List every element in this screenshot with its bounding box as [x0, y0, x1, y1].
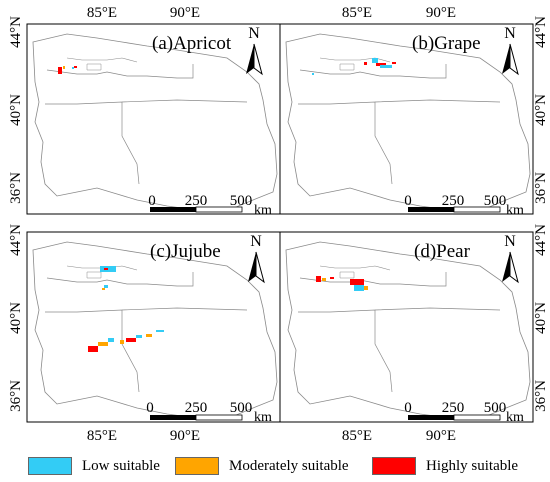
suitability-patches [316, 276, 368, 291]
legend-label-moderate: Moderately suitable [229, 457, 349, 474]
north-label: N [248, 25, 260, 42]
panel-frame [279, 231, 534, 423]
lon-label-top-right-85: 85°E [342, 5, 372, 21]
panel-grape: (b)Grape N 0 250 500 km [279, 23, 534, 218]
axis-labels: 85°E 90°E 85°E 90°E 85°E 90°E 85°E 90°E … [8, 5, 549, 444]
lon-label-top-left-90: 90°E [170, 5, 200, 21]
lon-label-bottom-left-85: 85°E [87, 428, 117, 444]
legend-item-high: Highly suitable [372, 456, 518, 476]
lat-label-left-36: 36°N [8, 380, 24, 412]
suitability-patches [88, 266, 164, 352]
scale-tick-500: 500 [230, 193, 253, 209]
north-label: N [250, 233, 262, 250]
scale-unit: km [254, 410, 272, 425]
suitability-patches [312, 58, 396, 75]
north-label: N [504, 233, 516, 250]
legend-item-low: Low suitable [28, 456, 160, 476]
scale-tick-250: 250 [442, 193, 465, 209]
panel-jujube: (c)Jujube N 0 250 500 km [26, 231, 281, 425]
legend-swatch-high [372, 457, 416, 475]
lat-label-left-40: 40°N [8, 302, 24, 334]
north-label: N [504, 25, 516, 42]
lat-label-right-36: 36°N [533, 380, 549, 412]
scale-tick-500: 500 [230, 400, 253, 416]
scale-tick-500: 500 [484, 193, 507, 209]
lon-label-top-left-85: 85°E [87, 5, 117, 21]
lat-label-left-40: 40°N [8, 94, 24, 126]
scale-unit: km [506, 410, 524, 425]
scale-tick-0: 0 [404, 400, 412, 416]
suitability-patches [58, 66, 77, 74]
panel-title: (b)Grape [412, 33, 481, 54]
scale-unit: km [254, 203, 272, 218]
legend-label-low: Low suitable [82, 457, 160, 474]
lon-label-bottom-right-85: 85°E [342, 428, 372, 444]
lon-label-bottom-left-90: 90°E [170, 428, 200, 444]
lat-label-right-40: 40°N [533, 94, 549, 126]
legend-item-moderate: Moderately suitable [175, 456, 349, 476]
lat-label-right-44: 44°N [533, 16, 549, 48]
scale-tick-0: 0 [148, 193, 156, 209]
scale-tick-500: 500 [484, 400, 507, 416]
panel-title: (d)Pear [414, 241, 471, 262]
lat-label-left-44: 44°N [8, 16, 24, 48]
legend-label-high: Highly suitable [426, 457, 519, 474]
lon-label-top-right-90: 90°E [426, 5, 456, 21]
scale-unit: km [506, 203, 524, 218]
lon-label-bottom-right-90: 90°E [426, 428, 456, 444]
legend-swatch-moderate [175, 457, 219, 475]
lat-label-right-44: 44°N [533, 224, 549, 256]
panel-title: (c)Jujube [150, 241, 221, 262]
scale-tick-0: 0 [404, 193, 412, 209]
panel-frame [279, 23, 534, 215]
panel-pear: (d)Pear N 0 250 500 km [279, 231, 534, 425]
lat-label-left-44: 44°N [8, 224, 24, 256]
scale-tick-250: 250 [185, 400, 208, 416]
legend-swatch-low [28, 457, 72, 475]
panel-title: (a)Apricot [152, 33, 232, 54]
lat-label-right-36: 36°N [533, 172, 549, 204]
panel-apricot: (a)Apricot N 0 250 500 km [26, 23, 281, 218]
scale-tick-0: 0 [146, 400, 154, 416]
lat-label-right-40: 40°N [533, 302, 549, 334]
scale-tick-250: 250 [185, 193, 208, 209]
scale-tick-250: 250 [442, 400, 465, 416]
panel-frame [26, 23, 281, 215]
lat-label-left-36: 36°N [8, 172, 24, 204]
